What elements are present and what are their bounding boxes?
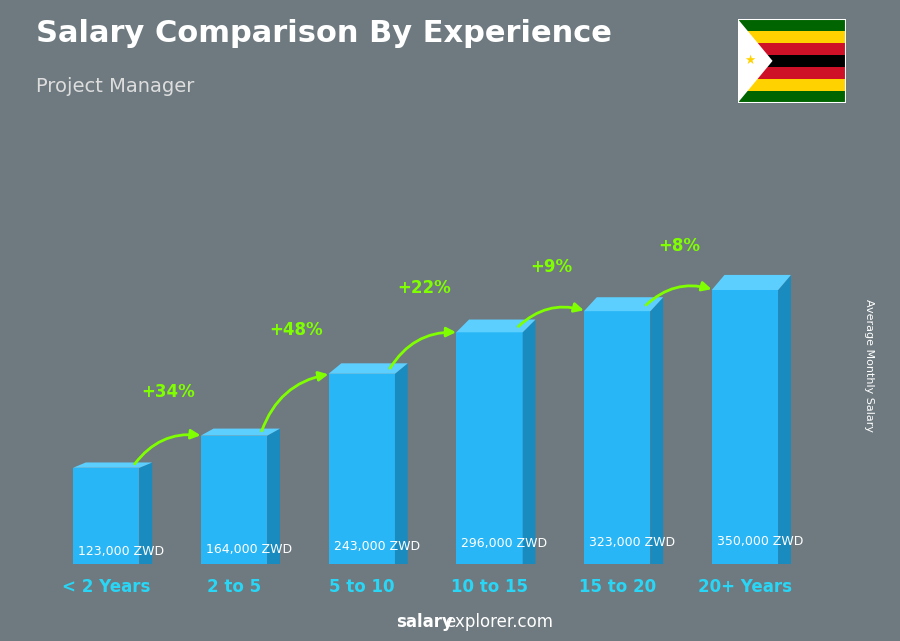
Polygon shape <box>778 275 791 564</box>
Polygon shape <box>140 462 152 564</box>
Polygon shape <box>738 67 846 79</box>
Text: Average Monthly Salary: Average Monthly Salary <box>863 299 874 432</box>
Polygon shape <box>712 275 791 290</box>
Polygon shape <box>738 19 772 103</box>
Polygon shape <box>73 462 152 468</box>
Polygon shape <box>738 79 846 90</box>
Polygon shape <box>651 297 663 564</box>
Polygon shape <box>738 43 846 55</box>
Text: salary: salary <box>396 613 453 631</box>
Text: +8%: +8% <box>658 237 700 255</box>
Text: +48%: +48% <box>269 321 323 339</box>
Polygon shape <box>712 290 778 564</box>
Polygon shape <box>395 363 408 564</box>
Text: +9%: +9% <box>530 258 572 276</box>
Text: 123,000 ZWD: 123,000 ZWD <box>78 545 165 558</box>
Polygon shape <box>738 55 846 67</box>
Polygon shape <box>73 468 140 564</box>
Text: Project Manager: Project Manager <box>36 77 194 96</box>
Polygon shape <box>738 31 846 43</box>
Polygon shape <box>523 319 536 564</box>
Polygon shape <box>328 363 408 374</box>
Polygon shape <box>738 90 846 103</box>
Text: 243,000 ZWD: 243,000 ZWD <box>334 540 419 553</box>
Text: +34%: +34% <box>141 383 195 401</box>
Polygon shape <box>328 374 395 564</box>
Text: ★: ★ <box>744 54 755 67</box>
Text: 323,000 ZWD: 323,000 ZWD <box>590 536 675 549</box>
Text: explorer.com: explorer.com <box>446 613 554 631</box>
Polygon shape <box>456 319 536 332</box>
Text: 350,000 ZWD: 350,000 ZWD <box>717 535 803 547</box>
Text: 296,000 ZWD: 296,000 ZWD <box>462 537 547 550</box>
Text: 164,000 ZWD: 164,000 ZWD <box>206 544 292 556</box>
Polygon shape <box>738 19 846 31</box>
Polygon shape <box>201 436 267 564</box>
Polygon shape <box>201 429 280 436</box>
Polygon shape <box>267 429 280 564</box>
Polygon shape <box>584 311 651 564</box>
Polygon shape <box>456 332 523 564</box>
Polygon shape <box>584 297 663 311</box>
Text: Salary Comparison By Experience: Salary Comparison By Experience <box>36 19 612 48</box>
Text: +22%: +22% <box>397 279 451 297</box>
